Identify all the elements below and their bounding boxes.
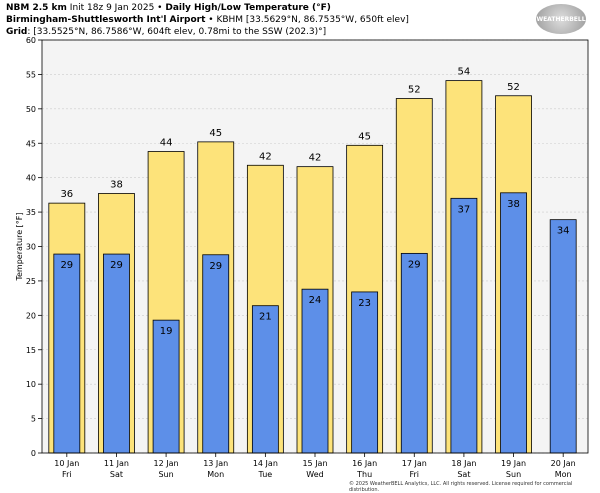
station-info: KBHM [33.5629°N, 86.7535°W, 650ft elev] [216,15,409,25]
high-label: 42 [259,151,272,162]
grid-label: Grid [6,27,28,37]
y-tick-label: 0 [31,449,36,458]
low-label: 19 [160,326,173,337]
x-tick-label: 13 Jan [203,459,228,468]
x-tick-label: 19 Jan [501,459,526,468]
low-bar [103,253,130,454]
grid-info: [33.5525°N, 86.7586°W, 604ft elev, 0.78m… [33,27,327,37]
low-label: 29 [209,261,222,272]
high-label: 45 [358,131,371,142]
low-bar [400,252,428,454]
x-day-label: Sun [506,470,521,479]
x-day-label: Sat [110,470,123,479]
y-tick-label: 50 [26,105,36,114]
low-label: 21 [259,312,272,323]
x-day-label: Sat [457,470,470,479]
x-day-label: Mon [207,470,224,479]
low-bar [152,319,180,454]
station-name: Birmingham-Shuttlesworth Int'l Airport [6,15,206,25]
low-bar [53,253,81,454]
x-tick-label: 11 Jan [104,459,129,468]
header-line-3: Grid: [33.5525°N, 86.7586°W, 604ft elev,… [6,27,327,37]
x-tick-label: 17 Jan [402,459,427,468]
high-label: 38 [110,179,123,190]
y-tick-label: 30 [26,243,36,252]
y-tick-label: 55 [26,70,36,79]
x-day-label: Fri [62,470,72,479]
low-label: 37 [458,204,471,215]
x-tick-label: 20 Jan [551,459,576,468]
x-tick-label: 14 Jan [253,459,278,468]
init-time: Init 18z 9 Jan 2025 [69,3,155,13]
low-label: 24 [309,295,322,306]
low-label: 29 [110,260,123,271]
y-tick-label: 10 [26,380,36,389]
low-bar [500,192,527,454]
x-day-label: Fri [410,470,420,479]
low-bar [450,197,478,454]
x-day-label: Thu [356,470,372,479]
high-label: 36 [60,189,73,200]
high-label: 45 [209,128,222,139]
x-tick-label: 15 Jan [302,459,327,468]
y-tick-label: 35 [26,208,36,217]
low-label: 23 [358,298,371,309]
x-tick-label: 10 Jan [54,459,79,468]
x-tick-label: 12 Jan [154,459,179,468]
copyright: © 2025 WeatherBELL Analytics, LLC. All r… [349,481,573,493]
high-label: 52 [507,82,520,93]
header-line-2: Birmingham-Shuttlesworth Int'l Airport •… [6,15,409,25]
high-label: 54 [458,67,471,78]
x-day-label: Mon [555,470,572,479]
y-tick-label: 60 [26,36,36,45]
x-day-label: Sun [158,470,173,479]
y-tick-label: 25 [26,277,36,286]
high-label: 44 [160,138,173,149]
high-label: 42 [309,153,322,164]
low-label: 29 [408,259,421,270]
x-tick-label: 16 Jan [352,459,377,468]
chart-title: Daily High/Low Temperature (°F) [165,3,331,13]
low-label: 34 [557,226,570,237]
y-tick-label: 40 [26,174,36,183]
x-day-label: Wed [306,470,323,479]
y-tick-label: 15 [26,346,36,355]
y-tick-label: 20 [26,311,36,320]
y-axis-label: Temperature [°F] [15,212,24,281]
model-name: NBM 2.5 km [6,3,67,13]
x-day-label: Tue [258,470,273,479]
y-tick-label: 5 [31,415,36,424]
low-bar [251,305,279,454]
x-tick-label: 18 Jan [451,459,476,468]
low-label: 29 [60,260,73,271]
header-line-1: NBM 2.5 km Init 18z 9 Jan 2025 • Daily H… [6,3,331,13]
low-label: 38 [507,199,520,210]
y-tick-label: 45 [26,139,36,148]
high-label: 52 [408,85,421,96]
low-bar [301,288,329,454]
plot-frame [41,39,589,454]
weatherbell-logo: WEATHERBELL [536,4,586,34]
low-bar [351,291,379,454]
low-bar [549,219,577,454]
low-bar [202,254,230,454]
